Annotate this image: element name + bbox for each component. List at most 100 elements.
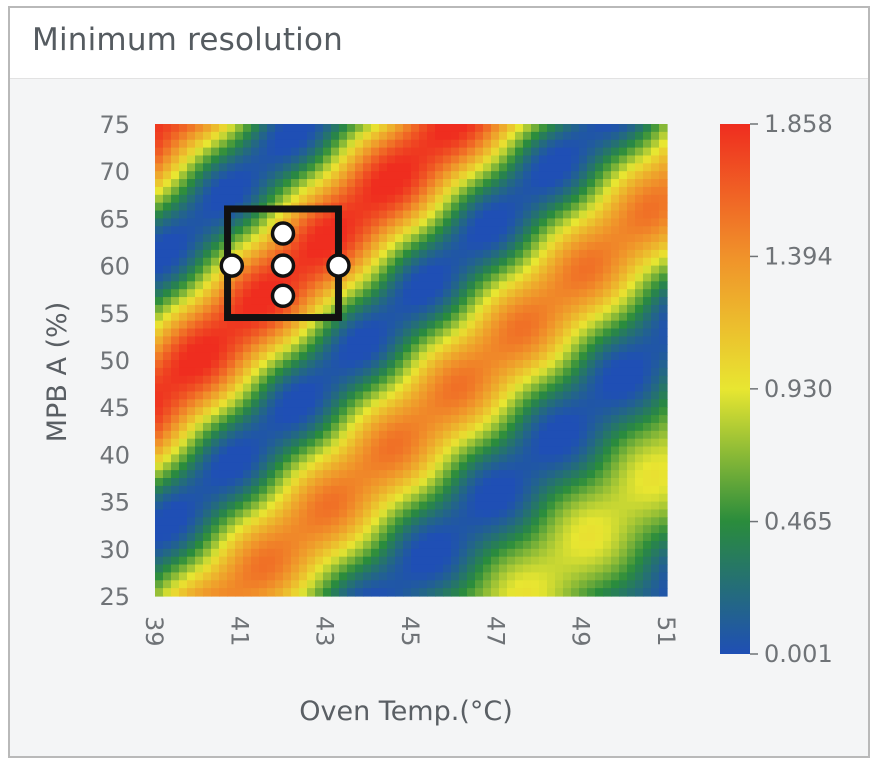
heatmap-cell (387, 367, 396, 377)
heatmap-cell (611, 352, 620, 361)
heatmap-cell (611, 289, 620, 298)
heatmap-cell (155, 470, 164, 479)
y-tick-label: 40 (99, 441, 130, 469)
heatmap-cell (243, 226, 252, 235)
heatmap-cell (155, 525, 164, 534)
heatmap-cell (267, 478, 276, 487)
heatmap-cell (235, 399, 244, 408)
heatmap-cell (299, 249, 308, 259)
heatmap-cell (395, 131, 404, 141)
heatmap-cell (603, 265, 612, 275)
heatmap-cell (539, 478, 548, 487)
heatmap-cell (315, 186, 324, 196)
heatmap-cell (531, 430, 540, 440)
heatmap-cell (595, 344, 604, 353)
heatmap-cell (163, 218, 172, 227)
heatmap-cell (187, 336, 196, 345)
heatmap-cell (355, 422, 364, 432)
heatmap-cell (171, 289, 180, 298)
heatmap-cell (291, 517, 300, 526)
heatmap-cell (243, 470, 252, 479)
heatmap-cell (283, 171, 292, 180)
heatmap-cell (515, 407, 524, 416)
heatmap-cell (515, 218, 524, 227)
heatmap-cell (219, 297, 228, 306)
heatmap-cell (483, 297, 492, 306)
heatmap-cell (251, 407, 260, 416)
heatmap-cell (515, 391, 524, 400)
heatmap-cell (387, 218, 396, 227)
heatmap-cell (323, 218, 332, 227)
heatmap-cell (227, 588, 236, 597)
heatmap-cell (227, 352, 236, 361)
heatmap-cell (299, 588, 308, 597)
heatmap-cell (563, 186, 572, 196)
heatmap-cell (283, 525, 292, 534)
heatmap-cell (275, 186, 284, 196)
heatmap-cell (283, 320, 292, 330)
heatmap-cell (243, 391, 252, 400)
heatmap-cell (307, 375, 316, 385)
heatmap-cell (227, 289, 236, 298)
heatmap-cell (307, 407, 316, 416)
heatmap-cell (611, 265, 620, 275)
heatmap-cell (555, 210, 564, 219)
heatmap-cell (371, 131, 380, 141)
heatmap-cell (499, 533, 508, 542)
heatmap-cell (531, 179, 540, 188)
heatmap-cell (251, 422, 260, 432)
heatmap-cell (515, 383, 524, 393)
heatmap-cell (211, 281, 220, 290)
heatmap-cell (443, 312, 452, 322)
heatmap-cell (243, 525, 252, 534)
heatmap-cell (355, 399, 364, 408)
heatmap-cell (219, 525, 228, 534)
heatmap-cell (155, 139, 164, 149)
heatmap-cell (291, 415, 300, 424)
heatmap-cell (211, 399, 220, 408)
heatmap-cell (579, 124, 588, 133)
heatmap-cell (187, 234, 196, 243)
heatmap-cell (323, 147, 332, 157)
heatmap-cell (451, 171, 460, 180)
heatmap-cell (267, 533, 276, 542)
heatmap-cell (155, 462, 164, 471)
heatmap-cell (459, 375, 468, 385)
heatmap-cell (411, 249, 420, 259)
heatmap-cell (299, 131, 308, 141)
heatmap-cell (219, 533, 228, 542)
heatmap-cell (371, 202, 380, 212)
heatmap-cell (563, 517, 572, 526)
heatmap-cell (195, 572, 204, 581)
heatmap-cell (163, 155, 172, 164)
heatmap-cell (491, 179, 500, 188)
heatmap-cell (355, 533, 364, 542)
heatmap-cell (579, 367, 588, 377)
heatmap-cell (227, 139, 236, 149)
heatmap-cell (171, 564, 180, 573)
heatmap-cell (539, 124, 548, 133)
heatmap-cell (579, 336, 588, 345)
heatmap-cell (507, 257, 516, 267)
heatmap-cell (155, 124, 164, 133)
heatmap-cell (371, 430, 380, 440)
heatmap-cell (411, 218, 420, 227)
heatmap-cell (635, 454, 644, 463)
heatmap-cell (459, 163, 468, 172)
heatmap-cell (251, 540, 260, 550)
heatmap-cell (171, 462, 180, 471)
heatmap-cell (331, 383, 340, 393)
heatmap-cell (187, 352, 196, 361)
heatmap-cell (211, 462, 220, 471)
heatmap-cell (435, 202, 444, 212)
heatmap-cell (459, 179, 468, 188)
heatmap-cell (187, 367, 196, 377)
heatmap-cell (299, 265, 308, 275)
heatmap-cell (195, 556, 204, 566)
heatmap-cell (283, 517, 292, 526)
heatmap-cell (531, 517, 540, 526)
heatmap-cell (531, 572, 540, 581)
heatmap-cell (387, 249, 396, 259)
heatmap-cell (539, 344, 548, 353)
heatmap-cell (307, 383, 316, 393)
